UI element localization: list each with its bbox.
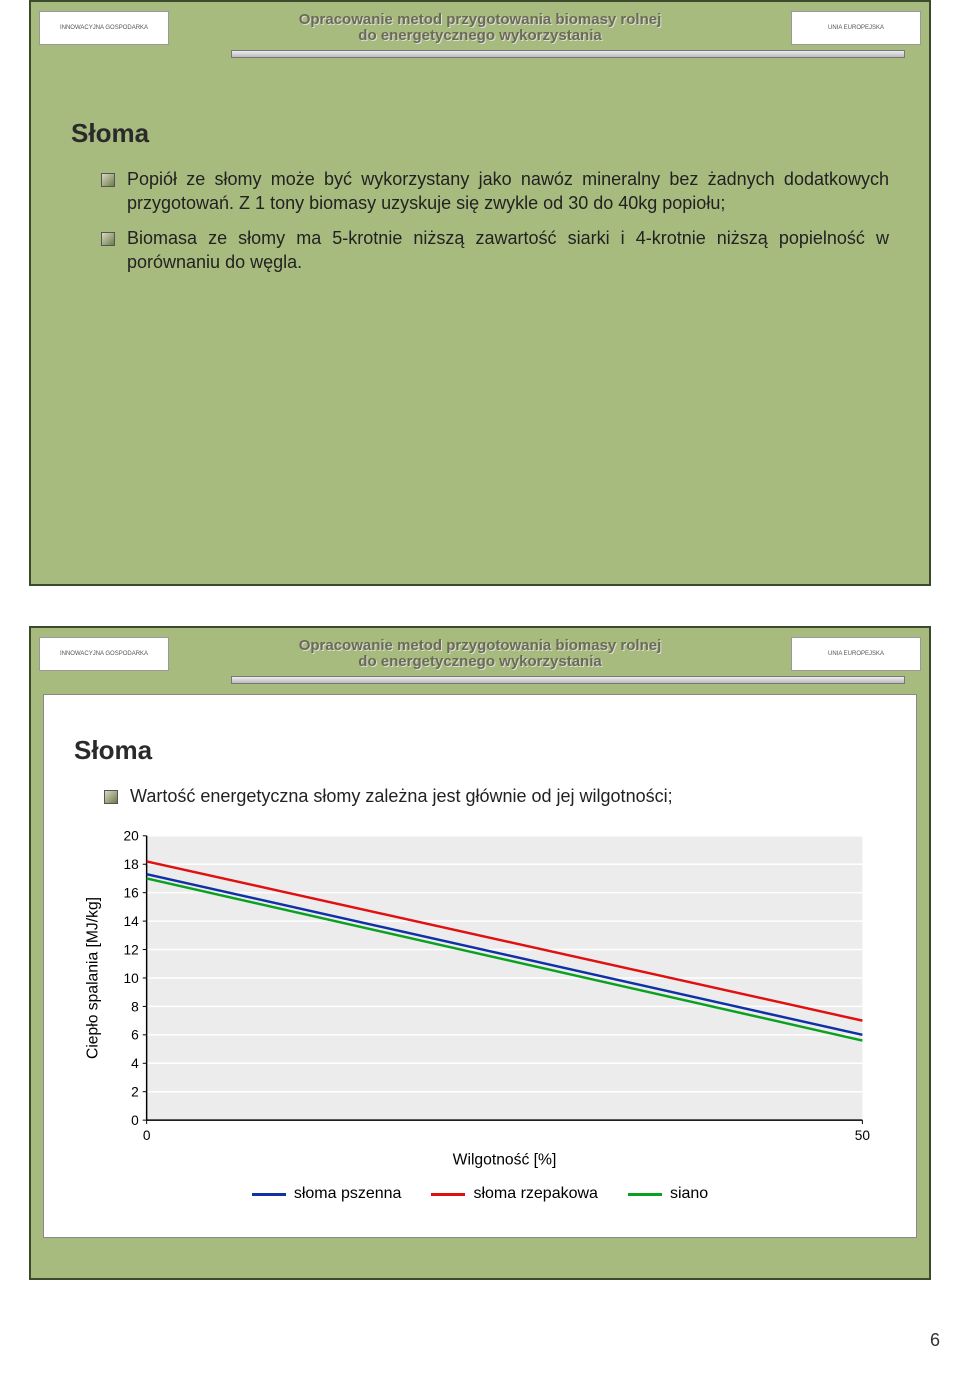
svg-text:10: 10 [124, 971, 140, 986]
legend-item: słoma rzepakowa [431, 1185, 598, 1203]
legend-label: słoma pszenna [294, 1185, 402, 1203]
slide1-body: Słoma Popiół ze słomy może być wykorzyst… [31, 58, 929, 584]
slide1-bullets: Popiół ze słomy może być wykorzystany ja… [101, 167, 889, 274]
svg-text:Ciepło spalania [MJ/kg]: Ciepło spalania [MJ/kg] [85, 897, 102, 1059]
logo-eu: UNIA EUROPEJSKA [791, 11, 921, 45]
list-item: Popiół ze słomy może być wykorzystany ja… [101, 167, 889, 216]
slide1-title: Słoma [71, 118, 889, 149]
svg-text:4: 4 [131, 1057, 139, 1072]
legend-label: siano [670, 1185, 708, 1203]
legend-item: słoma pszenna [252, 1185, 402, 1203]
svg-text:12: 12 [124, 943, 139, 958]
slide2-body: Słoma Wartość energetyczna słomy zależna… [43, 694, 917, 1238]
line-chart: 0 2 4 6 8 10 12 14 16 18 20 0 50 Ciepło spalania [MJ/… [78, 826, 882, 1179]
header-rule [231, 676, 905, 684]
slide-1: INNOWACYJNA GOSPODARKA Opracowanie metod… [29, 0, 931, 586]
chart-container: 0 2 4 6 8 10 12 14 16 18 20 0 50 Ciepło spalania [MJ/… [74, 822, 886, 1207]
header-rule [231, 50, 905, 58]
svg-text:16: 16 [124, 886, 140, 901]
slide-header: INNOWACYJNA GOSPODARKA Opracowanie metod… [31, 2, 929, 50]
slide2-title: Słoma [74, 735, 886, 766]
svg-text:0: 0 [131, 1114, 139, 1129]
list-item: Wartość energetyczna słomy zależna jest … [104, 784, 886, 808]
svg-text:20: 20 [124, 829, 140, 844]
slide-2: INNOWACYJNA GOSPODARKA Opracowanie metod… [29, 626, 931, 1280]
logo-innowacyjna: INNOWACYJNA GOSPODARKA [39, 11, 169, 45]
header-title-line2: do energetycznego wykorzystania [358, 653, 601, 670]
legend-swatch [628, 1193, 662, 1196]
legend-swatch [252, 1193, 286, 1196]
header-title: Opracowanie metod przygotowania biomasy … [169, 638, 791, 671]
legend-label: słoma rzepakowa [473, 1185, 598, 1203]
header-title-line1: Opracowanie metod przygotowania biomasy … [299, 11, 662, 28]
header-title-line1: Opracowanie metod przygotowania biomasy … [299, 637, 662, 654]
logo-innowacyjna: INNOWACYJNA GOSPODARKA [39, 637, 169, 671]
slide-header: INNOWACYJNA GOSPODARKA Opracowanie metod… [31, 628, 929, 676]
svg-text:8: 8 [131, 1000, 139, 1015]
svg-text:6: 6 [131, 1028, 139, 1043]
chart-legend: słoma pszenna słoma rzepakowa siano [78, 1185, 882, 1203]
svg-text:0: 0 [143, 1128, 151, 1143]
slide2-bullets: Wartość energetyczna słomy zależna jest … [104, 784, 886, 808]
list-item: Biomasa ze słomy ma 5-krotnie niższą zaw… [101, 226, 889, 275]
logo-eu: UNIA EUROPEJSKA [791, 637, 921, 671]
svg-text:18: 18 [124, 858, 140, 873]
legend-swatch [431, 1193, 465, 1196]
svg-text:14: 14 [124, 914, 140, 929]
svg-text:50: 50 [855, 1128, 871, 1143]
header-title: Opracowanie metod przygotowania biomasy … [169, 12, 791, 45]
svg-text:2: 2 [131, 1085, 139, 1100]
page-number: 6 [0, 1320, 960, 1361]
svg-text:Wilgotność [%]: Wilgotność [%] [453, 1152, 557, 1169]
legend-item: siano [628, 1185, 708, 1203]
header-title-line2: do energetycznego wykorzystania [358, 27, 601, 44]
